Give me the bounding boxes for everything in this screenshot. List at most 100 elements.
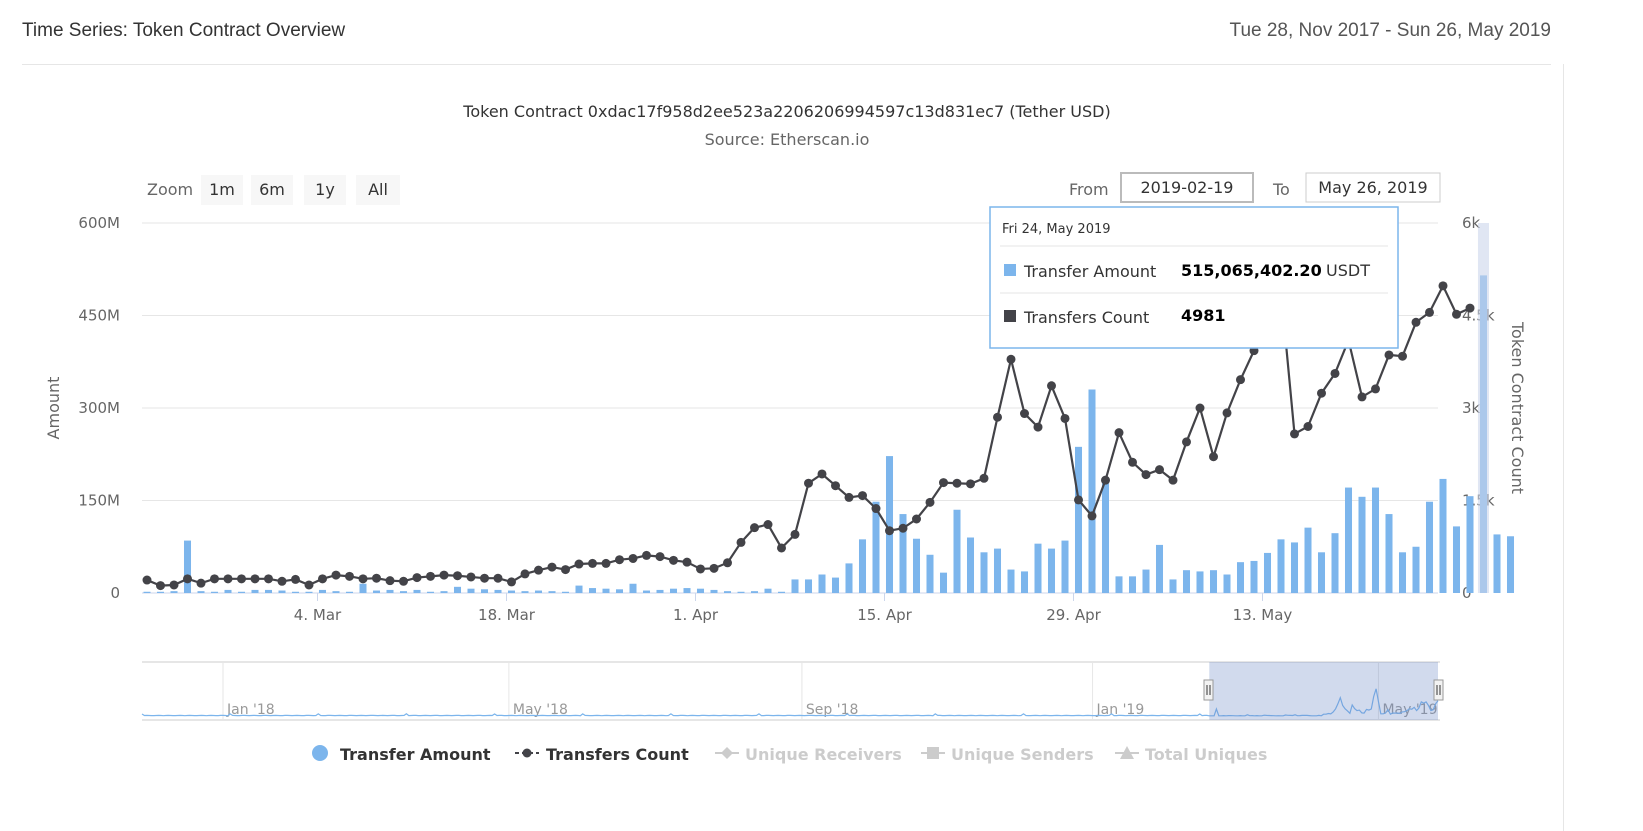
count-point[interactable] (358, 574, 368, 584)
count-point[interactable] (331, 570, 341, 580)
navigator-left-handle[interactable] (1203, 679, 1214, 701)
count-point[interactable] (264, 574, 273, 584)
count-point[interactable] (1074, 495, 1083, 505)
count-point[interactable] (426, 571, 435, 581)
count-point[interactable] (1438, 281, 1448, 291)
count-point[interactable] (1155, 465, 1164, 475)
count-point[interactable] (588, 558, 597, 568)
count-point[interactable] (372, 573, 381, 583)
count-point[interactable] (277, 576, 287, 586)
count-point[interactable] (1357, 392, 1367, 402)
count-point[interactable] (439, 570, 449, 580)
count-point[interactable] (196, 578, 206, 588)
count-point[interactable] (939, 478, 948, 488)
count-point[interactable] (655, 552, 665, 562)
count-point[interactable] (1330, 368, 1340, 378)
count-point[interactable] (615, 555, 624, 565)
zoom-1y-button[interactable]: 1y (304, 175, 346, 205)
count-point[interactable] (1384, 350, 1394, 360)
count-point[interactable] (966, 479, 975, 489)
count-point[interactable] (993, 412, 1002, 422)
count-point[interactable] (1101, 475, 1110, 485)
count-point[interactable] (142, 575, 152, 585)
count-point[interactable] (844, 492, 854, 502)
count-point[interactable] (493, 573, 503, 583)
count-point[interactable] (1209, 452, 1218, 462)
count-point[interactable] (1047, 381, 1056, 391)
count-point[interactable] (1222, 408, 1232, 418)
from-date-input[interactable]: 2019-02-19 (1120, 172, 1254, 203)
count-point[interactable] (1398, 351, 1407, 361)
count-point[interactable] (318, 574, 327, 584)
count-point[interactable] (1465, 303, 1475, 313)
count-point[interactable] (1128, 457, 1137, 467)
count-point[interactable] (169, 580, 179, 590)
count-point[interactable] (156, 581, 165, 591)
count-point[interactable] (466, 572, 476, 582)
count-point[interactable] (1236, 375, 1245, 385)
count-point[interactable] (534, 565, 543, 575)
count-point[interactable] (1411, 317, 1421, 327)
navigator-selection[interactable] (1209, 662, 1438, 720)
count-point[interactable] (858, 491, 867, 501)
count-point[interactable] (412, 573, 422, 583)
count-point[interactable] (831, 481, 840, 491)
navigator-right-handle[interactable] (1433, 679, 1444, 701)
count-point[interactable] (736, 537, 746, 547)
count-point[interactable] (399, 576, 408, 586)
count-point[interactable] (1060, 413, 1070, 423)
count-point[interactable] (750, 523, 759, 533)
count-point[interactable] (709, 563, 719, 573)
count-point[interactable] (817, 469, 827, 479)
count-point[interactable] (507, 577, 516, 587)
count-point[interactable] (1168, 475, 1178, 485)
count-point[interactable] (250, 574, 260, 584)
count-point[interactable] (1371, 384, 1380, 394)
legend-total-uniques[interactable]: Total Uniques (1115, 745, 1267, 764)
count-point[interactable] (1452, 309, 1461, 319)
legend-unique-receivers[interactable]: Unique Receivers (715, 745, 902, 764)
count-point[interactable] (345, 571, 354, 581)
count-point[interactable] (1006, 354, 1016, 364)
count-point[interactable] (1141, 470, 1151, 480)
legend-transfers-count[interactable]: Transfers Count (515, 745, 689, 764)
count-point[interactable] (547, 562, 557, 572)
count-point[interactable] (871, 504, 881, 514)
count-point[interactable] (520, 569, 530, 579)
count-point[interactable] (790, 529, 800, 539)
count-point[interactable] (291, 574, 300, 584)
count-point[interactable] (682, 557, 692, 567)
count-point[interactable] (1303, 422, 1313, 431)
to-date-input[interactable]: May 26, 2019 (1305, 172, 1441, 203)
count-point[interactable] (237, 574, 246, 584)
count-point[interactable] (223, 574, 233, 584)
zoom-6m-button[interactable]: 6m (251, 175, 293, 205)
count-point[interactable] (628, 553, 638, 563)
count-point[interactable] (804, 478, 813, 488)
count-point[interactable] (723, 558, 732, 568)
count-point[interactable] (183, 574, 192, 584)
count-point[interactable] (1020, 409, 1029, 419)
count-point[interactable] (912, 514, 921, 524)
count-point[interactable] (1182, 437, 1191, 447)
count-point[interactable] (453, 571, 462, 581)
count-point[interactable] (763, 520, 773, 530)
count-point[interactable] (561, 565, 570, 575)
count-point[interactable] (574, 559, 584, 569)
count-point[interactable] (669, 555, 678, 565)
zoom-1m-button[interactable]: 1m (201, 175, 243, 205)
legend-unique-senders[interactable]: Unique Senders (921, 745, 1094, 764)
count-point[interactable] (480, 573, 489, 583)
count-point[interactable] (979, 473, 989, 483)
count-point[interactable] (210, 574, 219, 584)
count-point[interactable] (1195, 403, 1205, 413)
count-point[interactable] (601, 558, 611, 568)
count-point[interactable] (777, 543, 786, 553)
count-point[interactable] (642, 550, 651, 560)
count-point[interactable] (1114, 428, 1124, 438)
count-point[interactable] (696, 564, 705, 574)
count-point[interactable] (952, 478, 962, 488)
count-point[interactable] (925, 497, 935, 507)
count-point[interactable] (1425, 307, 1434, 317)
count-point[interactable] (304, 580, 314, 590)
